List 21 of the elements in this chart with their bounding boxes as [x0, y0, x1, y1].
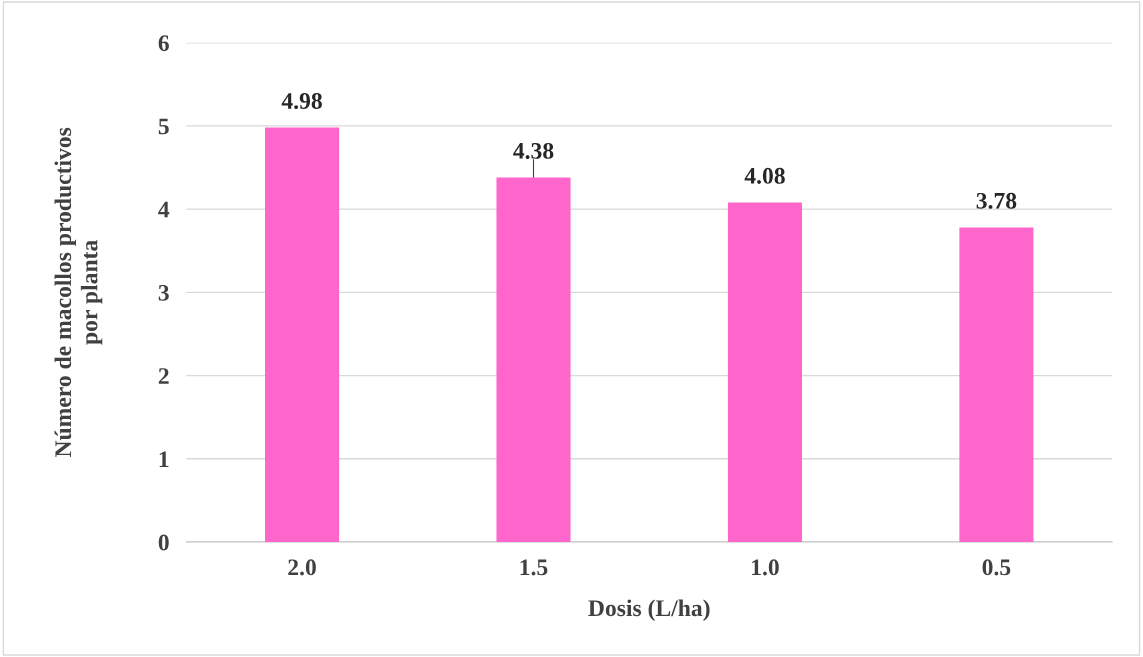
- y-axis-title: Número de macollos productivos por planta: [54, 127, 103, 458]
- x-tick-label: 1.0: [752, 559, 779, 576]
- bar: [727, 202, 802, 543]
- y-tick-label: 2: [158, 368, 169, 384]
- x-axis-title: Dosis (L/ha): [588, 599, 710, 621]
- y-tick-label: 4: [158, 201, 170, 218]
- x-tick-label: 1.5: [520, 559, 548, 576]
- bar: [496, 177, 571, 543]
- y-tick-label: 6: [158, 35, 169, 52]
- data-label: 3.78: [976, 192, 1017, 209]
- bar: [265, 127, 340, 543]
- data-label: 4.08: [744, 167, 785, 184]
- y-tick-label: 0: [158, 534, 169, 551]
- y-tick-label: 5: [158, 118, 169, 135]
- data-label: 4.38: [513, 142, 554, 159]
- bar: [959, 227, 1034, 543]
- y-tick-label: 1: [159, 451, 169, 467]
- y-tick-label: 3: [158, 284, 169, 301]
- x-tick-label: 2.0: [288, 559, 316, 576]
- data-label: 4.98: [281, 92, 322, 110]
- x-tick-label: 0.5: [982, 559, 1011, 576]
